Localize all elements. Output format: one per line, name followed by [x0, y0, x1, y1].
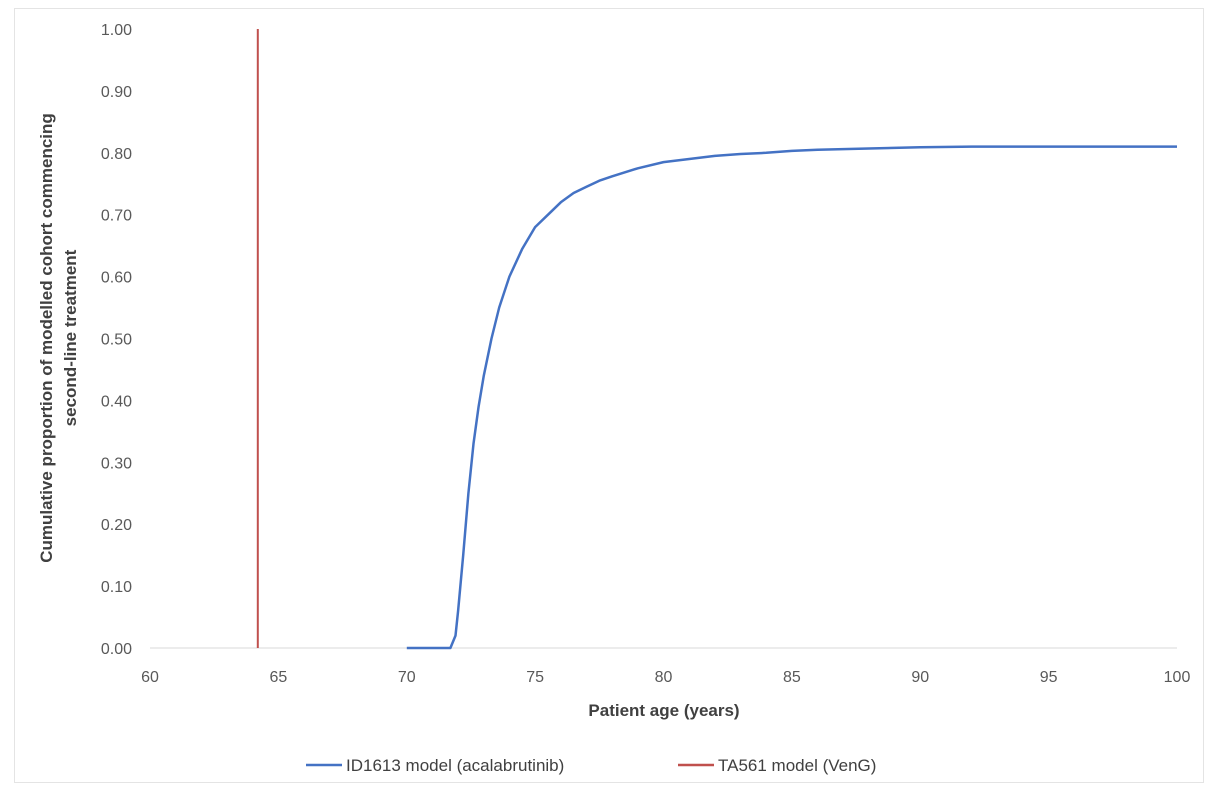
x-tick-label: 85	[783, 669, 801, 686]
x-tick-label: 100	[1164, 669, 1191, 686]
series-line-1	[406, 145, 1177, 650]
y-tick-label: 0.60	[101, 270, 132, 287]
x-axis-ticks: 60 65 70 75 80 85 90 95 100	[141, 669, 1190, 686]
x-tick-label: 95	[1040, 669, 1058, 686]
chart-frame	[14, 8, 1204, 783]
y-axis-title-line-2: second-line treatment	[61, 249, 80, 426]
y-tick-label: 0.80	[101, 146, 132, 163]
x-tick-label: 60	[141, 669, 159, 686]
x-tick-label: 90	[911, 669, 929, 686]
y-tick-label: 0.90	[101, 84, 132, 101]
y-tick-label: 0.30	[101, 455, 132, 472]
x-tick-label: 70	[398, 669, 416, 686]
y-axis-title: Cumulative proportion of modelled cohort…	[37, 113, 80, 563]
legend: ID1613 model (acalabrutinib) TA561 model…	[306, 756, 876, 775]
y-tick-label: 0.50	[101, 332, 132, 349]
y-axis-title-line-1: Cumulative proportion of modelled cohort…	[37, 113, 56, 563]
y-axis-ticks: 0.00 0.10 0.20 0.30 0.40 0.50 0.60 0.70 0.80 0.90…	[101, 22, 132, 658]
x-tick-label: 80	[655, 669, 673, 686]
legend-label-series-1: ID1613 model (acalabrutinib)	[346, 756, 564, 775]
x-axis-title: Patient age (years)	[588, 701, 739, 720]
legend-label-series-2: TA561 model (VenG)	[718, 756, 876, 775]
y-tick-label: 0.20	[101, 517, 132, 534]
y-tick-label: 0.40	[101, 393, 132, 410]
x-tick-label: 65	[269, 669, 287, 686]
y-tick-label: 0.70	[101, 208, 132, 225]
x-tick-label: 75	[526, 669, 544, 686]
y-tick-label: 0.10	[101, 579, 132, 596]
y-tick-label: 0.00	[101, 641, 132, 658]
y-tick-label: 1.00	[101, 22, 132, 39]
series-layer	[256, 29, 1177, 650]
